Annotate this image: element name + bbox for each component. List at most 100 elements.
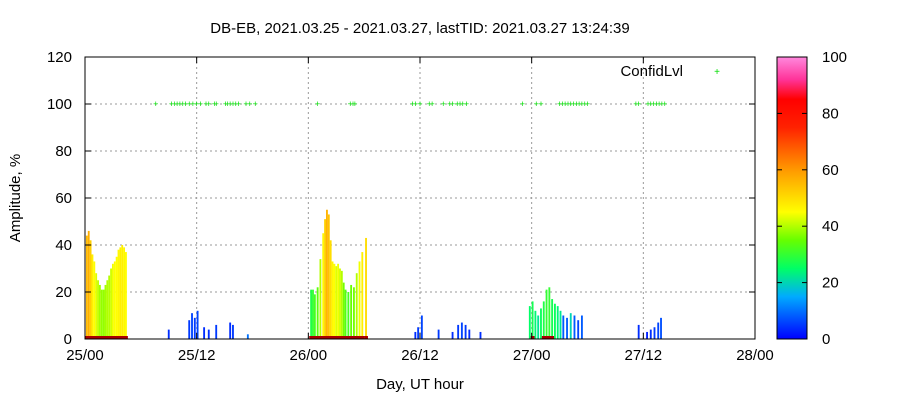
confidlvl-point: + (534, 99, 539, 109)
amplitude-bar (167, 329, 170, 339)
y-tick-label: 60 (55, 190, 72, 207)
confidlvl-point: + (177, 99, 182, 109)
amplitude-bar (313, 294, 316, 339)
colorbar-tick-label: 40 (822, 218, 839, 235)
baseline-marker (357, 336, 362, 339)
amplitude-bar (531, 301, 534, 339)
confidlvl-point: + (413, 99, 418, 109)
amplitude-bar (87, 230, 90, 339)
amplitude-bar (580, 315, 583, 339)
amplitude-bar (188, 320, 191, 339)
confidlvl-points: + ++++++++++ ++ ++ ++++++ ++ + + +++ ++ + ++ + ++ ++++… (153, 99, 667, 109)
confidlvl-point: + (636, 99, 641, 109)
baseline-marker (550, 336, 555, 339)
amplitude-bar (479, 331, 482, 339)
confidlvl-point: + (662, 99, 667, 109)
baseline-marker (547, 336, 552, 339)
confidlvl-point: + (233, 99, 238, 109)
colorbar-tick-label: 100 (822, 49, 847, 66)
amplitude-bar (340, 270, 343, 339)
confidlvl-point: + (565, 99, 570, 109)
amplitude-bar (93, 261, 96, 339)
baseline-marker (315, 336, 320, 339)
amplitude-bar (125, 252, 127, 339)
amplitude-bar (528, 306, 531, 339)
amplitude-bar (337, 263, 340, 339)
amplitude-bar (89, 240, 92, 339)
amplitude-bar (646, 331, 648, 339)
y-axis-label: Amplitude, % (7, 154, 24, 242)
amplitude-bar (534, 310, 537, 339)
colorbar-tick-label: 60 (822, 162, 839, 179)
amplitude-bar (551, 299, 554, 339)
x-tick-label: 27/12 (625, 347, 663, 364)
confidlvl-point: + (203, 99, 208, 109)
amplitude-bar (85, 235, 88, 339)
legend-marker-confidlvl: + (714, 67, 720, 78)
confidlvl-point: + (659, 99, 664, 109)
amplitude-bar (457, 324, 460, 339)
amplitude-bar (414, 331, 417, 339)
amplitude-bar (121, 245, 124, 339)
confidlvl-point: + (194, 99, 199, 109)
x-tick-label: 26/12 (401, 347, 439, 364)
confidlvl-point: + (585, 99, 590, 109)
amplitude-bar (451, 331, 454, 339)
confidlvl-point: + (230, 99, 235, 109)
amplitude-bar (110, 268, 112, 339)
grid (85, 57, 755, 339)
x-axis-label: Day, UT hour (376, 376, 464, 393)
y-tick-label: 20 (55, 284, 72, 301)
y-tick-label: 40 (55, 237, 72, 254)
colorbar-tick-label: 80 (822, 105, 839, 122)
x-tick-label: 25/12 (178, 347, 216, 364)
confidlvl-point: + (253, 99, 258, 109)
amplitude-bar (113, 261, 116, 339)
confidlvl-point: + (651, 99, 656, 109)
amplitude-bar (417, 327, 420, 339)
amplitude-bar (344, 289, 347, 339)
baseline-marker (346, 336, 351, 339)
y-tick-label: 100 (47, 96, 72, 113)
baseline-marker (312, 336, 317, 339)
baseline-marker (318, 336, 323, 339)
confidlvl-point: + (441, 99, 446, 109)
confidlvl-point: + (464, 99, 469, 109)
amplitude-bar (312, 289, 314, 339)
amplitude-bar (537, 315, 540, 339)
amplitude-bar (119, 247, 122, 339)
confidlvl-point: + (236, 99, 241, 109)
x-axis-ticks: 25/00 25/12 26/00 26/12 27/00 27/12 28/00 (66, 57, 774, 364)
confidlvl-point: + (190, 99, 195, 109)
baseline-marker (360, 336, 365, 339)
confidlvl-point: + (172, 99, 177, 109)
confidlvl-point: + (228, 99, 233, 109)
baseline-marker (124, 336, 128, 339)
amplitude-bar (329, 240, 332, 339)
confidlvl-point: + (645, 99, 650, 109)
amplitude-bar (229, 322, 232, 339)
confidlvl-point: + (574, 99, 579, 109)
confidlvl-point: + (633, 99, 638, 109)
confidlvl-point: + (153, 99, 158, 109)
amplitude-bar (468, 329, 471, 339)
amplitude-bar (333, 263, 336, 339)
confidlvl-point: + (654, 99, 659, 109)
confidlvl-point: + (563, 99, 568, 109)
y-tick-label: 80 (55, 143, 72, 160)
confidlvl-point: + (247, 99, 252, 109)
amplitude-bar (460, 322, 463, 339)
x-tick-label: 25/00 (66, 347, 104, 364)
baseline-marker (352, 336, 356, 339)
amplitude-bar (191, 313, 193, 339)
amplitude-bar (207, 329, 210, 339)
confidlvl-point: + (557, 99, 562, 109)
colorbar-ticks: 0 20 40 60 80 100 (777, 49, 847, 348)
confidlvl-point: + (187, 99, 192, 109)
colorbar: 0 20 40 60 80 100 (776, 49, 847, 348)
amplitude-bar (545, 289, 548, 339)
amplitude-bar (358, 261, 361, 339)
colorbar-tick-label: 20 (822, 275, 839, 292)
amplitude-bar (196, 310, 199, 339)
